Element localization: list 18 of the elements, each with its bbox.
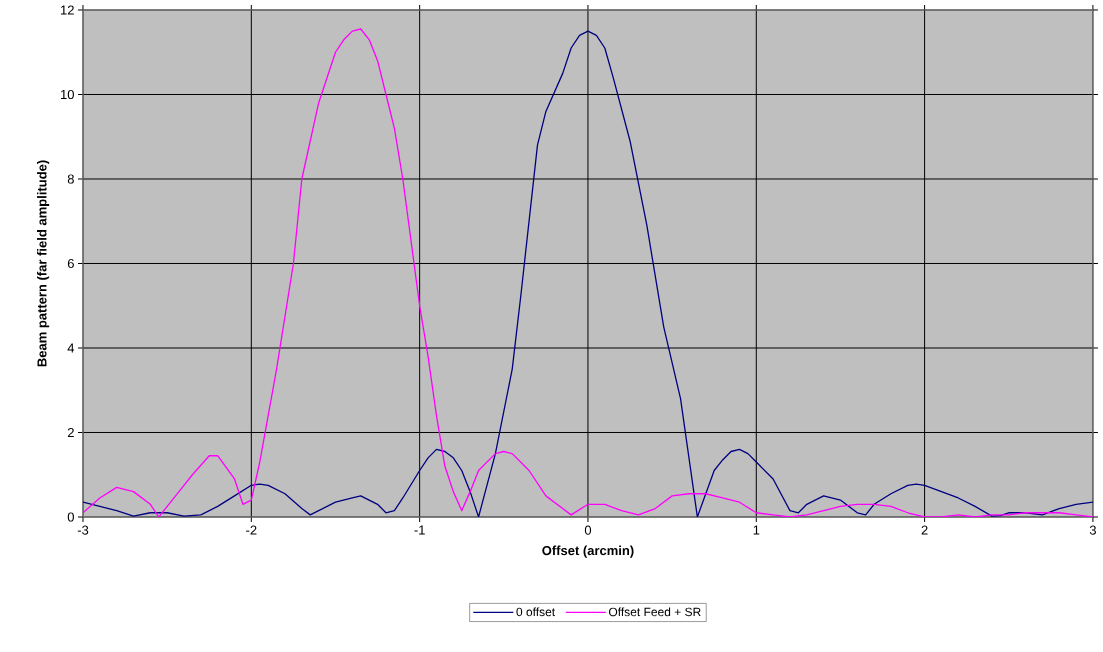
y-tick-label: 2 — [67, 427, 74, 438]
y-axis-title: Beam pattern (far field amplitude) — [37, 160, 50, 367]
x-tick-label: 2 — [921, 525, 928, 535]
y-tick-label: 4 — [67, 343, 75, 353]
y-tick-label: 6 — [67, 258, 74, 269]
x-tick-label: -1 — [414, 525, 425, 535]
legend-label: Offset Feed + SR — [608, 607, 701, 617]
x-tick-label: -2 — [246, 525, 257, 535]
y-tick-label: 8 — [67, 174, 74, 184]
y-tick-label: 12 — [61, 5, 74, 15]
x-tick-label: 1 — [753, 525, 760, 535]
x-axis-title: Offset (arcmin) — [542, 545, 634, 558]
x-tick-label: 3 — [1089, 525, 1096, 535]
legend-label: 0 offset — [516, 607, 556, 617]
x-tick-label: 0 — [584, 525, 592, 535]
x-tick-label: -3 — [77, 525, 89, 535]
y-tick-label: 10 — [61, 89, 74, 100]
y-tick-label: 0 — [67, 512, 74, 522]
